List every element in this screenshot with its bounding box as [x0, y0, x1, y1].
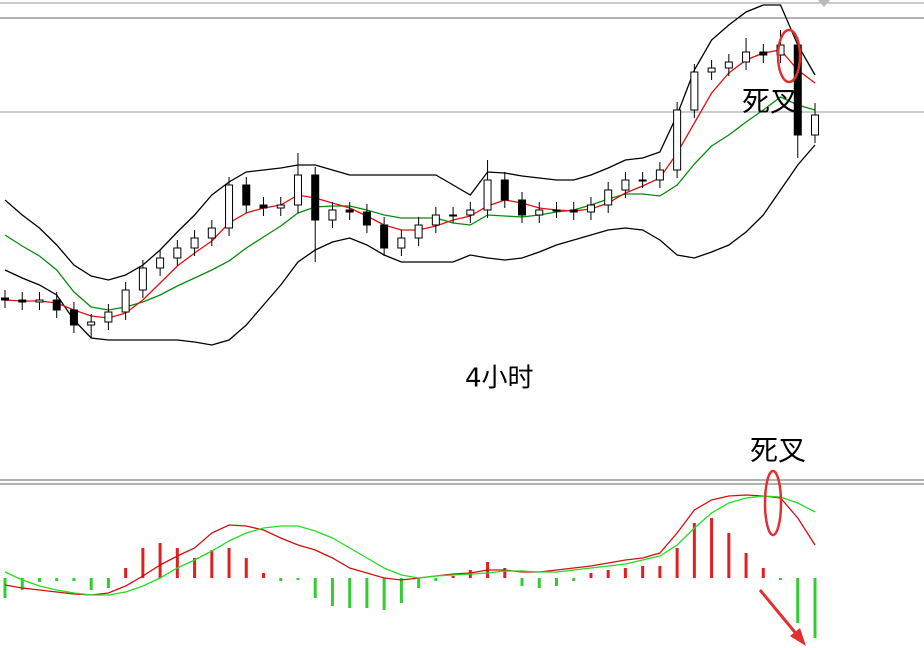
candle-body: [586, 204, 595, 213]
candle-body: [621, 179, 630, 191]
candle-body: [414, 224, 423, 239]
indicator-line: [4, 4, 816, 281]
highlight-ellipse: [763, 469, 783, 537]
candle-body: [156, 257, 165, 269]
indicator-line: [4, 495, 816, 596]
candle-body: [35, 299, 44, 303]
candle-body: [380, 224, 389, 249]
candle-body: [604, 189, 613, 206]
timeframe-label: 4小时: [465, 364, 534, 394]
candle-body: [569, 209, 578, 213]
indicator-line: [4, 96, 816, 311]
candle-body: [518, 199, 527, 216]
candle-body: [311, 174, 320, 221]
candle-body: [69, 309, 78, 326]
candle-body: [742, 51, 751, 63]
candle-body: [724, 61, 733, 69]
candle-body: [345, 209, 354, 213]
candle-body: [121, 289, 130, 313]
candle-body: [259, 204, 268, 209]
candle-body: [811, 114, 819, 136]
candle-body: [1, 297, 9, 301]
arrow-head: [790, 628, 806, 646]
candle-body: [673, 109, 682, 171]
candle-body: [759, 51, 768, 56]
candle-body: [483, 179, 492, 211]
candle-body: [655, 169, 664, 181]
candle-body: [397, 237, 406, 249]
candle-body: [293, 174, 302, 206]
arrow: [758, 589, 800, 637]
candle-body: [535, 209, 544, 216]
candle-body: [87, 321, 96, 326]
indicator-line: [4, 144, 816, 346]
candle-body: [138, 267, 147, 291]
candle-body: [690, 71, 699, 111]
indicator-line: [4, 494, 816, 596]
candle-body: [207, 227, 216, 239]
highlight-ellipse: [776, 28, 802, 84]
scroll-marker: [818, 0, 830, 7]
candle-body: [242, 184, 251, 206]
candle-body: [225, 184, 234, 229]
candle-body: [173, 247, 182, 259]
candle-body: [552, 209, 561, 212]
candle-body: [707, 67, 716, 73]
annotation: 死叉: [750, 434, 806, 467]
candle-body: [190, 237, 199, 249]
candle-body: [276, 204, 285, 209]
candle-body: [362, 211, 371, 226]
candle-body: [431, 214, 440, 226]
candle-body: [638, 179, 647, 182]
candle-body: [18, 299, 27, 303]
candle-body: [466, 209, 475, 216]
candle-body: [104, 311, 113, 323]
annotation: 死叉: [742, 85, 798, 118]
candle-body: [52, 299, 61, 311]
candle-body: [328, 209, 337, 221]
candle-body: [500, 179, 509, 201]
candle-body: [449, 214, 458, 217]
